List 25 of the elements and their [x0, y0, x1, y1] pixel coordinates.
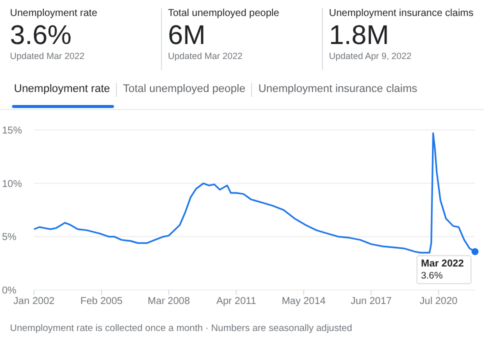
- text: 1.8M: [329, 19, 390, 51]
- text: Updated Mar 2022: [10, 51, 86, 61]
- y-tick-label: 15%: [2, 126, 22, 137]
- y-tick-label: 10%: [2, 178, 22, 190]
- y-tick-label: 5%: [2, 232, 17, 244]
- text: Unemployment insurance claims: [329, 8, 475, 19]
- annotation: Mar 2022 3.6%: [421, 258, 464, 282]
- text: Unemployment rate: [13, 83, 111, 97]
- x-tick-label: May 2014: [282, 296, 326, 308]
- x-tick-label: Feb 2005: [80, 296, 124, 308]
- text: Total unemployed people: [116, 83, 252, 97]
- text: Total unemployed people: [168, 8, 280, 19]
- x-tick-label: Apr 2011: [216, 296, 257, 308]
- text: 3.6%: [10, 19, 73, 51]
- x-tick-label: Jul 2020: [420, 296, 458, 308]
- text: Unemployment insurance claims: [251, 83, 424, 97]
- x-tick-label: Jun 2017: [350, 296, 392, 308]
- x-tick-label: Mar 2008: [148, 296, 190, 308]
- x-tick-label: Jan 2002: [13, 296, 56, 308]
- y-tick-label: 0%: [2, 286, 17, 297]
- text: 6M: [168, 19, 207, 51]
- text: Unemployment rate is collected once a month · Numbers are seasonally adjusted: [10, 323, 352, 334]
- text: Updated Apr 9, 2022: [329, 51, 413, 61]
- text: Updated Mar 2022: [168, 51, 244, 61]
- text: Unemployment rate: [10, 8, 98, 19]
